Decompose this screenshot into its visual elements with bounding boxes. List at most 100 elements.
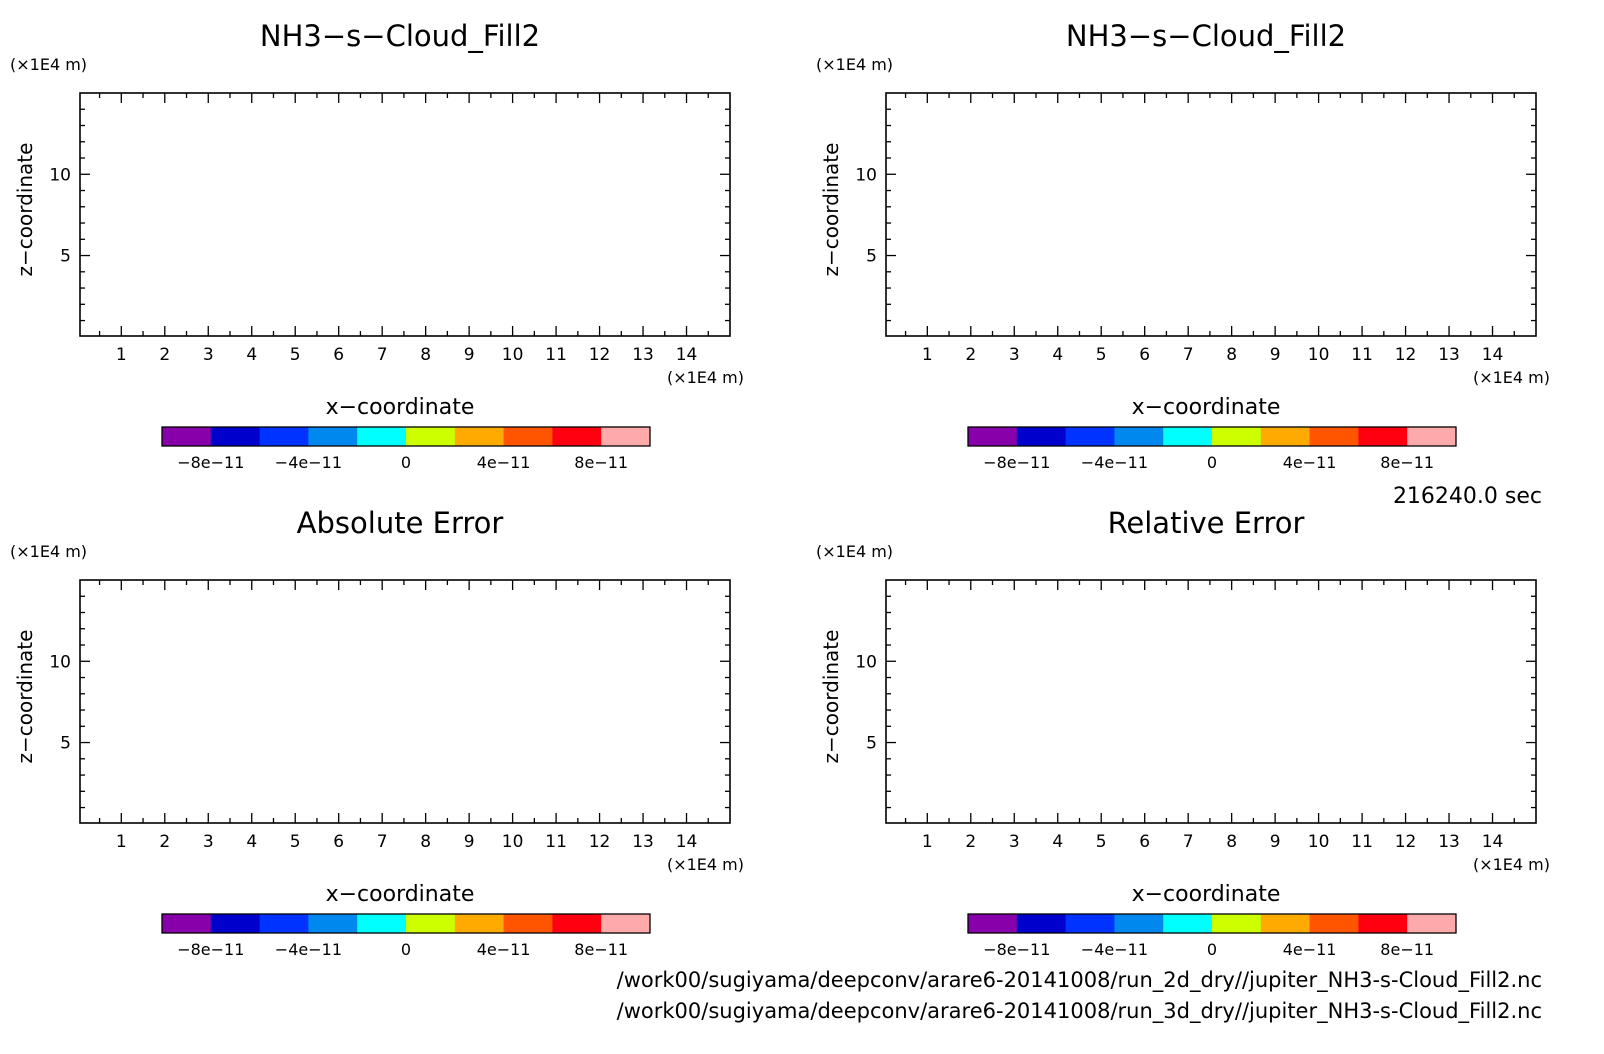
colorbar-swatch bbox=[406, 914, 456, 933]
colorbar: −8e−11 −4e−11 0 4e−11 8e−11 bbox=[967, 426, 1457, 472]
colorbar-swatch bbox=[259, 427, 309, 446]
x-tick-label: 14 bbox=[1482, 832, 1504, 852]
plot-frame bbox=[79, 92, 731, 337]
y-axis-label: z−coordinate bbox=[819, 143, 843, 277]
x-tick-label: 6 bbox=[333, 832, 344, 852]
colorbar-swatch bbox=[1212, 914, 1262, 933]
x-axis-unit: (×1E4 m) bbox=[1473, 368, 1550, 387]
x-tick-label: 7 bbox=[1183, 345, 1194, 365]
x-tick-label: 4 bbox=[246, 832, 257, 852]
colorbar-tick-label: −8e−11 bbox=[983, 453, 1050, 472]
colorbar-tick-label: 8e−11 bbox=[574, 940, 628, 959]
plot-frame bbox=[885, 92, 1537, 337]
colorbar-frame bbox=[967, 426, 1457, 447]
colorbar-tick-label: −8e−11 bbox=[177, 453, 244, 472]
colorbar-tick-label: −4e−11 bbox=[1081, 940, 1148, 959]
y-tick-label: 5 bbox=[866, 734, 877, 754]
y-axis-label: z−coordinate bbox=[13, 630, 37, 764]
x-tick-label: 9 bbox=[1270, 832, 1281, 852]
y-tick-label: 10 bbox=[49, 165, 71, 185]
x-tick-label: 13 bbox=[1438, 345, 1460, 365]
colorbar-swatch bbox=[1407, 427, 1457, 446]
x-tick-label: 10 bbox=[1308, 345, 1330, 365]
chart-title: Relative Error bbox=[1108, 506, 1305, 540]
y-axis-unit: (×1E4 m) bbox=[10, 542, 87, 561]
colorbar: −8e−11 −4e−11 0 4e−11 8e−11 bbox=[967, 913, 1457, 959]
colorbar-swatch bbox=[406, 427, 456, 446]
colorbar-swatch bbox=[454, 914, 505, 933]
x-tick-label: 14 bbox=[676, 832, 698, 852]
x-tick-label: 4 bbox=[1052, 832, 1063, 852]
x-tick-label: 2 bbox=[965, 345, 976, 365]
chart-title: NH3−s−Cloud_Fill2 bbox=[260, 19, 540, 53]
colorbar-swatch bbox=[1016, 914, 1067, 933]
x-tick-label: 2 bbox=[159, 345, 170, 365]
colorbar-swatch bbox=[1114, 427, 1164, 446]
colorbar-swatch bbox=[308, 427, 358, 446]
x-tick-label: 1 bbox=[116, 345, 127, 365]
colorbar-swatch bbox=[1309, 914, 1359, 933]
colorbar-swatch bbox=[601, 914, 651, 933]
colorbar-swatch bbox=[968, 427, 1018, 446]
colorbar-tick-label: 0 bbox=[401, 453, 411, 472]
colorbar-tick-label: 4e−11 bbox=[477, 940, 531, 959]
x-tick-label: 13 bbox=[632, 832, 654, 852]
y-tick-label: 5 bbox=[60, 247, 71, 267]
x-tick-label: 1 bbox=[116, 832, 127, 852]
colorbar-tick-label: −4e−11 bbox=[275, 453, 342, 472]
colorbar-swatch bbox=[1407, 914, 1457, 933]
x-axis-label: x−coordinate bbox=[326, 882, 475, 907]
colorbar-swatch bbox=[308, 914, 358, 933]
y-axis-unit: (×1E4 m) bbox=[816, 542, 893, 561]
x-tick-label: 11 bbox=[1351, 832, 1373, 852]
x-tick-label: 2 bbox=[965, 832, 976, 852]
colorbar-tick-label: 8e−11 bbox=[574, 453, 628, 472]
colorbar-tick-label: 8e−11 bbox=[1380, 453, 1434, 472]
x-tick-label: 13 bbox=[632, 345, 654, 365]
x-tick-label: 6 bbox=[1139, 832, 1150, 852]
x-tick-label: 11 bbox=[1351, 345, 1373, 365]
x-tick-label: 12 bbox=[589, 345, 611, 365]
x-tick-label: 12 bbox=[1395, 345, 1417, 365]
colorbar-swatch bbox=[1114, 914, 1164, 933]
x-tick-label: 8 bbox=[420, 832, 431, 852]
x-tick-label: 10 bbox=[502, 832, 524, 852]
colorbar-swatch bbox=[552, 427, 602, 446]
y-axis-label: z−coordinate bbox=[819, 630, 843, 764]
colorbar-tick-label: 4e−11 bbox=[1283, 453, 1337, 472]
colorbar: −8e−11 −4e−11 0 4e−11 8e−11 bbox=[161, 913, 651, 959]
x-tick-label: 11 bbox=[545, 832, 567, 852]
x-tick-label: 9 bbox=[464, 345, 475, 365]
colorbar-tick-label: 4e−11 bbox=[477, 453, 531, 472]
colorbar-tick-label: −4e−11 bbox=[1081, 453, 1148, 472]
chart-title: NH3−s−Cloud_Fill2 bbox=[1066, 19, 1346, 53]
x-tick-label: 10 bbox=[502, 345, 524, 365]
colorbar-swatch bbox=[1065, 427, 1115, 446]
colorbar-frame bbox=[161, 426, 651, 447]
x-axis-label: x−coordinate bbox=[1132, 395, 1281, 420]
y-tick-label: 10 bbox=[855, 165, 877, 185]
x-tick-label: 10 bbox=[1308, 832, 1330, 852]
x-tick-label: 5 bbox=[290, 345, 301, 365]
y-tick-label: 10 bbox=[49, 652, 71, 672]
colorbar-tick-label: 0 bbox=[401, 940, 411, 959]
x-tick-label: 11 bbox=[545, 345, 567, 365]
x-axis-label: x−coordinate bbox=[326, 395, 475, 420]
x-tick-label: 1 bbox=[922, 345, 933, 365]
x-tick-label: 8 bbox=[420, 345, 431, 365]
x-tick-label: 13 bbox=[1438, 832, 1460, 852]
x-tick-label: 3 bbox=[203, 345, 214, 365]
chart-title: Absolute Error bbox=[297, 506, 504, 540]
chart-panel-1: NH3−s−Cloud_Fill2(×1E4 m)1 2 3 4 5 6 7 8 9 10 11 12… bbox=[10, 19, 744, 472]
footer-file-path-2: /work00/sugiyama/deepconv/arare6-2014100… bbox=[616, 999, 1542, 1023]
x-tick-label: 14 bbox=[676, 345, 698, 365]
x-tick-label: 5 bbox=[1096, 832, 1107, 852]
x-tick-label: 6 bbox=[333, 345, 344, 365]
colorbar-tick-label: 4e−11 bbox=[1283, 940, 1337, 959]
colorbar-swatch bbox=[1163, 427, 1213, 446]
x-tick-label: 9 bbox=[1270, 345, 1281, 365]
x-tick-label: 3 bbox=[203, 832, 214, 852]
colorbar-swatch bbox=[503, 914, 553, 933]
colorbar-swatch bbox=[1065, 914, 1115, 933]
x-tick-label: 3 bbox=[1009, 832, 1020, 852]
